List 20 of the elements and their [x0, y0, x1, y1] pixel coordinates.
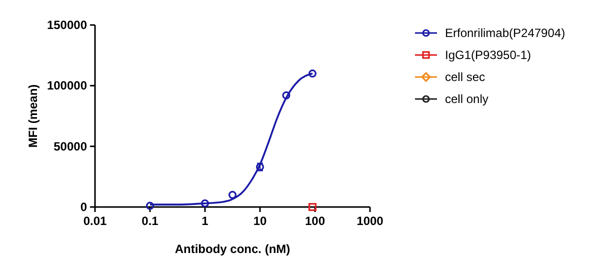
- legend-label: cell sec: [445, 70, 486, 84]
- x-tick-label: 10: [253, 214, 267, 228]
- legend-label: IgG1(P93950-1): [445, 48, 532, 62]
- x-tick-label: 100: [304, 214, 326, 228]
- y-tick-label: 50000: [54, 139, 88, 154]
- legend-label: Erfonrilimab(P247904): [445, 26, 566, 40]
- y-axis-title: MFI (mean): [26, 84, 40, 148]
- x-tick-label: 1: [202, 214, 209, 228]
- point: [308, 70, 316, 78]
- y-tick-label: 150000: [46, 18, 88, 32]
- y-tick-label: 0: [80, 200, 88, 214]
- legend-label: cell only: [445, 92, 488, 106]
- x-axis-title: Antibody conc. (nM): [174, 242, 290, 256]
- point: [282, 91, 290, 100]
- y-tick-label: 100000: [46, 78, 88, 93]
- x-tick-label: 0.01: [83, 214, 107, 228]
- point: [228, 190, 236, 199]
- x-tick-label: 0.1: [142, 214, 159, 228]
- x-tick-label: 1000: [356, 214, 384, 228]
- point: [201, 199, 209, 208]
